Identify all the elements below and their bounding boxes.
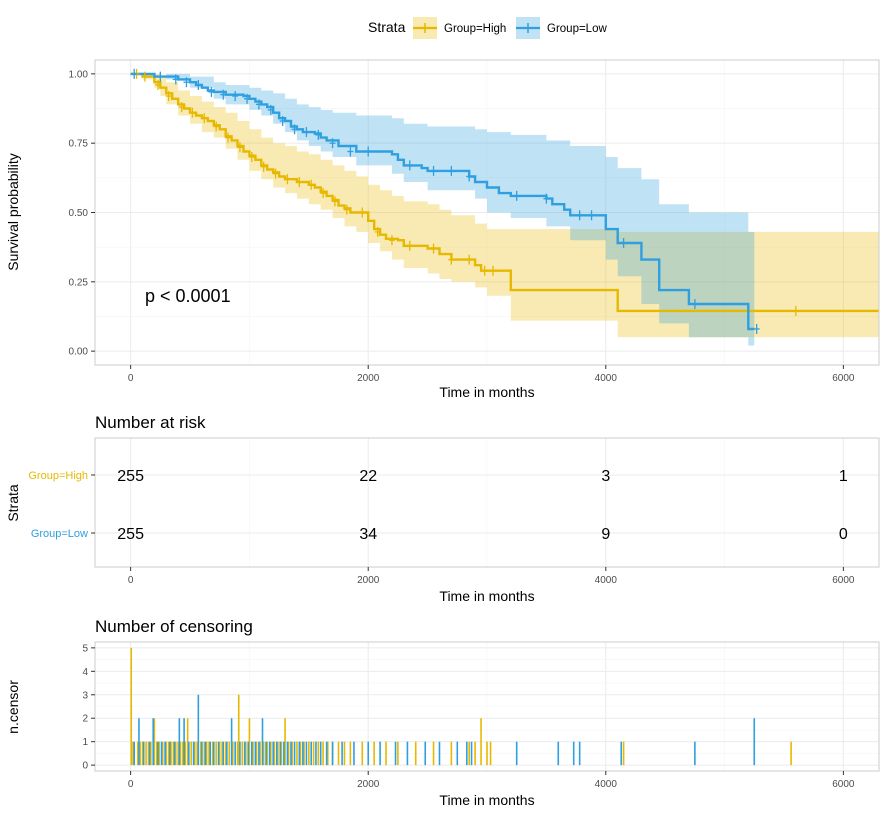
censoring-x-label: Time in months [439, 792, 534, 808]
y-tick-label: 2 [82, 714, 88, 725]
x-tick-label: 6000 [832, 373, 855, 384]
y-tick-label: 0 [82, 761, 88, 772]
y-tick-label: 3 [82, 690, 88, 701]
y-tick-label: 0.50 [69, 208, 89, 219]
censoring-bars [130, 647, 792, 766]
survival-plot: 0.00 0.25 0.50 0.75 1.00 0 2000 4000 6000 p < 0… [5, 59, 880, 400]
risk-count: 22 [359, 468, 377, 485]
y-tick-label: 0.00 [69, 347, 89, 358]
risk-count: 0 [839, 526, 848, 543]
y-tick-label: 0.75 [69, 139, 89, 150]
y-tick-label: 5 [82, 643, 88, 654]
survival-y-ticks: 0.00 0.25 0.50 0.75 1.00 [69, 69, 95, 358]
survival-grid [95, 60, 879, 365]
strata-label: Group=Low [31, 528, 88, 540]
confidence-band-high [130, 73, 880, 338]
risk-x-ticks: 0 2000 4000 6000 [128, 567, 855, 586]
censoring-title: Number of censoring [95, 617, 253, 636]
censoring-y-label: n.censor [5, 680, 21, 734]
y-tick-label: 1 [82, 737, 88, 748]
y-tick-label: 4 [82, 667, 88, 678]
pvalue-annotation: p < 0.0001 [145, 286, 231, 306]
strata-label: Group=High [28, 470, 88, 482]
x-tick-label: 4000 [595, 373, 618, 384]
censoring-plot: Number of censoring 0 1 2 3 4 5 0 2000 4000 6000… [5, 617, 880, 808]
risk-count: 3 [601, 468, 610, 485]
x-tick-label: 4000 [595, 575, 618, 586]
survival-x-ticks: 0 2000 4000 6000 [128, 365, 855, 384]
survival-y-label: Survival probability [5, 153, 21, 271]
risk-y-label: Strata [5, 484, 21, 522]
risk-values: 255 22 3 1 255 34 9 0 [117, 468, 848, 543]
survival-curve-high [130, 72, 879, 313]
risk-count: 255 [117, 468, 144, 485]
x-tick-label: 6000 [832, 779, 855, 790]
confidence-bands [130, 73, 880, 346]
censor-marks [131, 68, 799, 334]
y-tick-label: 0.25 [69, 277, 89, 288]
x-tick-label: 2000 [357, 373, 380, 384]
x-tick-label: 2000 [357, 779, 380, 790]
risk-grid [95, 438, 879, 567]
x-tick-label: 6000 [832, 575, 855, 586]
confidence-band-low [130, 73, 755, 346]
legend-label-low: Group=Low [547, 23, 607, 35]
legend: Strata Group=High Group=Low [368, 17, 607, 39]
x-tick-label: 0 [128, 373, 134, 384]
risk-table: Number at risk 255 22 3 1 255 34 9 0 Group=High… [5, 413, 880, 604]
censoring-y-ticks: 0 1 2 3 4 5 [82, 643, 95, 772]
risk-strata-labels: Group=High Group=Low [28, 470, 95, 540]
censoring-x-ticks: 0 2000 4000 6000 [128, 771, 855, 790]
legend-title: Strata [368, 19, 406, 35]
risk-count: 9 [601, 526, 610, 543]
x-tick-label: 4000 [595, 779, 618, 790]
y-tick-label: 1.00 [69, 69, 89, 80]
risk-count: 34 [359, 526, 377, 543]
x-tick-label: 0 [128, 779, 134, 790]
risk-count: 255 [117, 526, 144, 543]
survival-x-label: Time in months [439, 384, 534, 400]
censoring-panel-border [94, 641, 880, 772]
legend-item-low: Group=Low [516, 17, 607, 39]
risk-panel-border [94, 437, 880, 568]
x-tick-label: 2000 [357, 575, 380, 586]
x-tick-label: 0 [128, 575, 134, 586]
risk-count: 1 [839, 468, 848, 485]
risk-x-label: Time in months [439, 588, 534, 604]
legend-item-high: Group=High [413, 17, 506, 39]
risk-table-title: Number at risk [95, 413, 206, 432]
legend-label-high: Group=High [444, 23, 506, 35]
